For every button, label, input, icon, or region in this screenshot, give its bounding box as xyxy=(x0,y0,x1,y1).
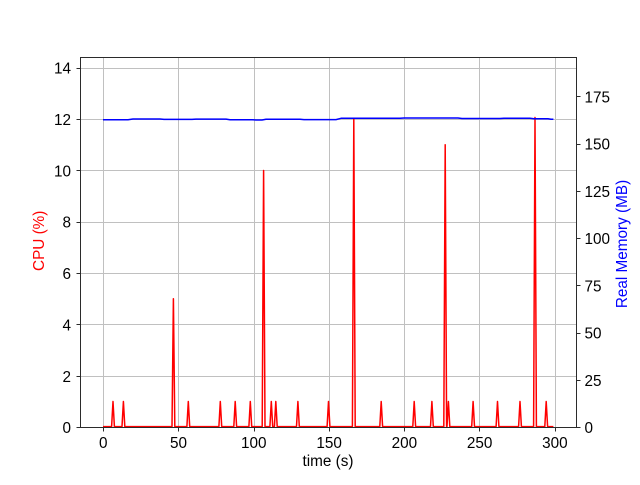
svg-text:12: 12 xyxy=(54,112,71,129)
svg-text:0: 0 xyxy=(62,420,71,437)
svg-text:0: 0 xyxy=(99,435,108,452)
svg-text:Real Memory (MB): Real Memory (MB) xyxy=(614,180,631,308)
svg-text:0: 0 xyxy=(585,420,594,437)
svg-text:6: 6 xyxy=(62,266,71,283)
svg-text:125: 125 xyxy=(585,184,611,201)
svg-text:150: 150 xyxy=(316,435,342,452)
svg-text:50: 50 xyxy=(170,435,187,452)
svg-text:14: 14 xyxy=(54,61,72,78)
svg-text:175: 175 xyxy=(585,89,611,106)
svg-text:100: 100 xyxy=(585,231,611,248)
svg-text:100: 100 xyxy=(241,435,267,452)
svg-text:10: 10 xyxy=(54,163,71,180)
svg-text:time (s): time (s) xyxy=(303,453,354,470)
svg-text:300: 300 xyxy=(542,435,568,452)
svg-text:200: 200 xyxy=(392,435,418,452)
svg-text:50: 50 xyxy=(585,326,602,343)
svg-text:250: 250 xyxy=(467,435,493,452)
svg-text:2: 2 xyxy=(62,369,71,386)
svg-text:CPU (%): CPU (%) xyxy=(31,211,48,271)
svg-text:75: 75 xyxy=(585,278,602,295)
svg-text:8: 8 xyxy=(62,215,71,232)
svg-text:150: 150 xyxy=(585,137,611,154)
svg-text:4: 4 xyxy=(62,317,71,334)
svg-text:25: 25 xyxy=(585,373,602,390)
